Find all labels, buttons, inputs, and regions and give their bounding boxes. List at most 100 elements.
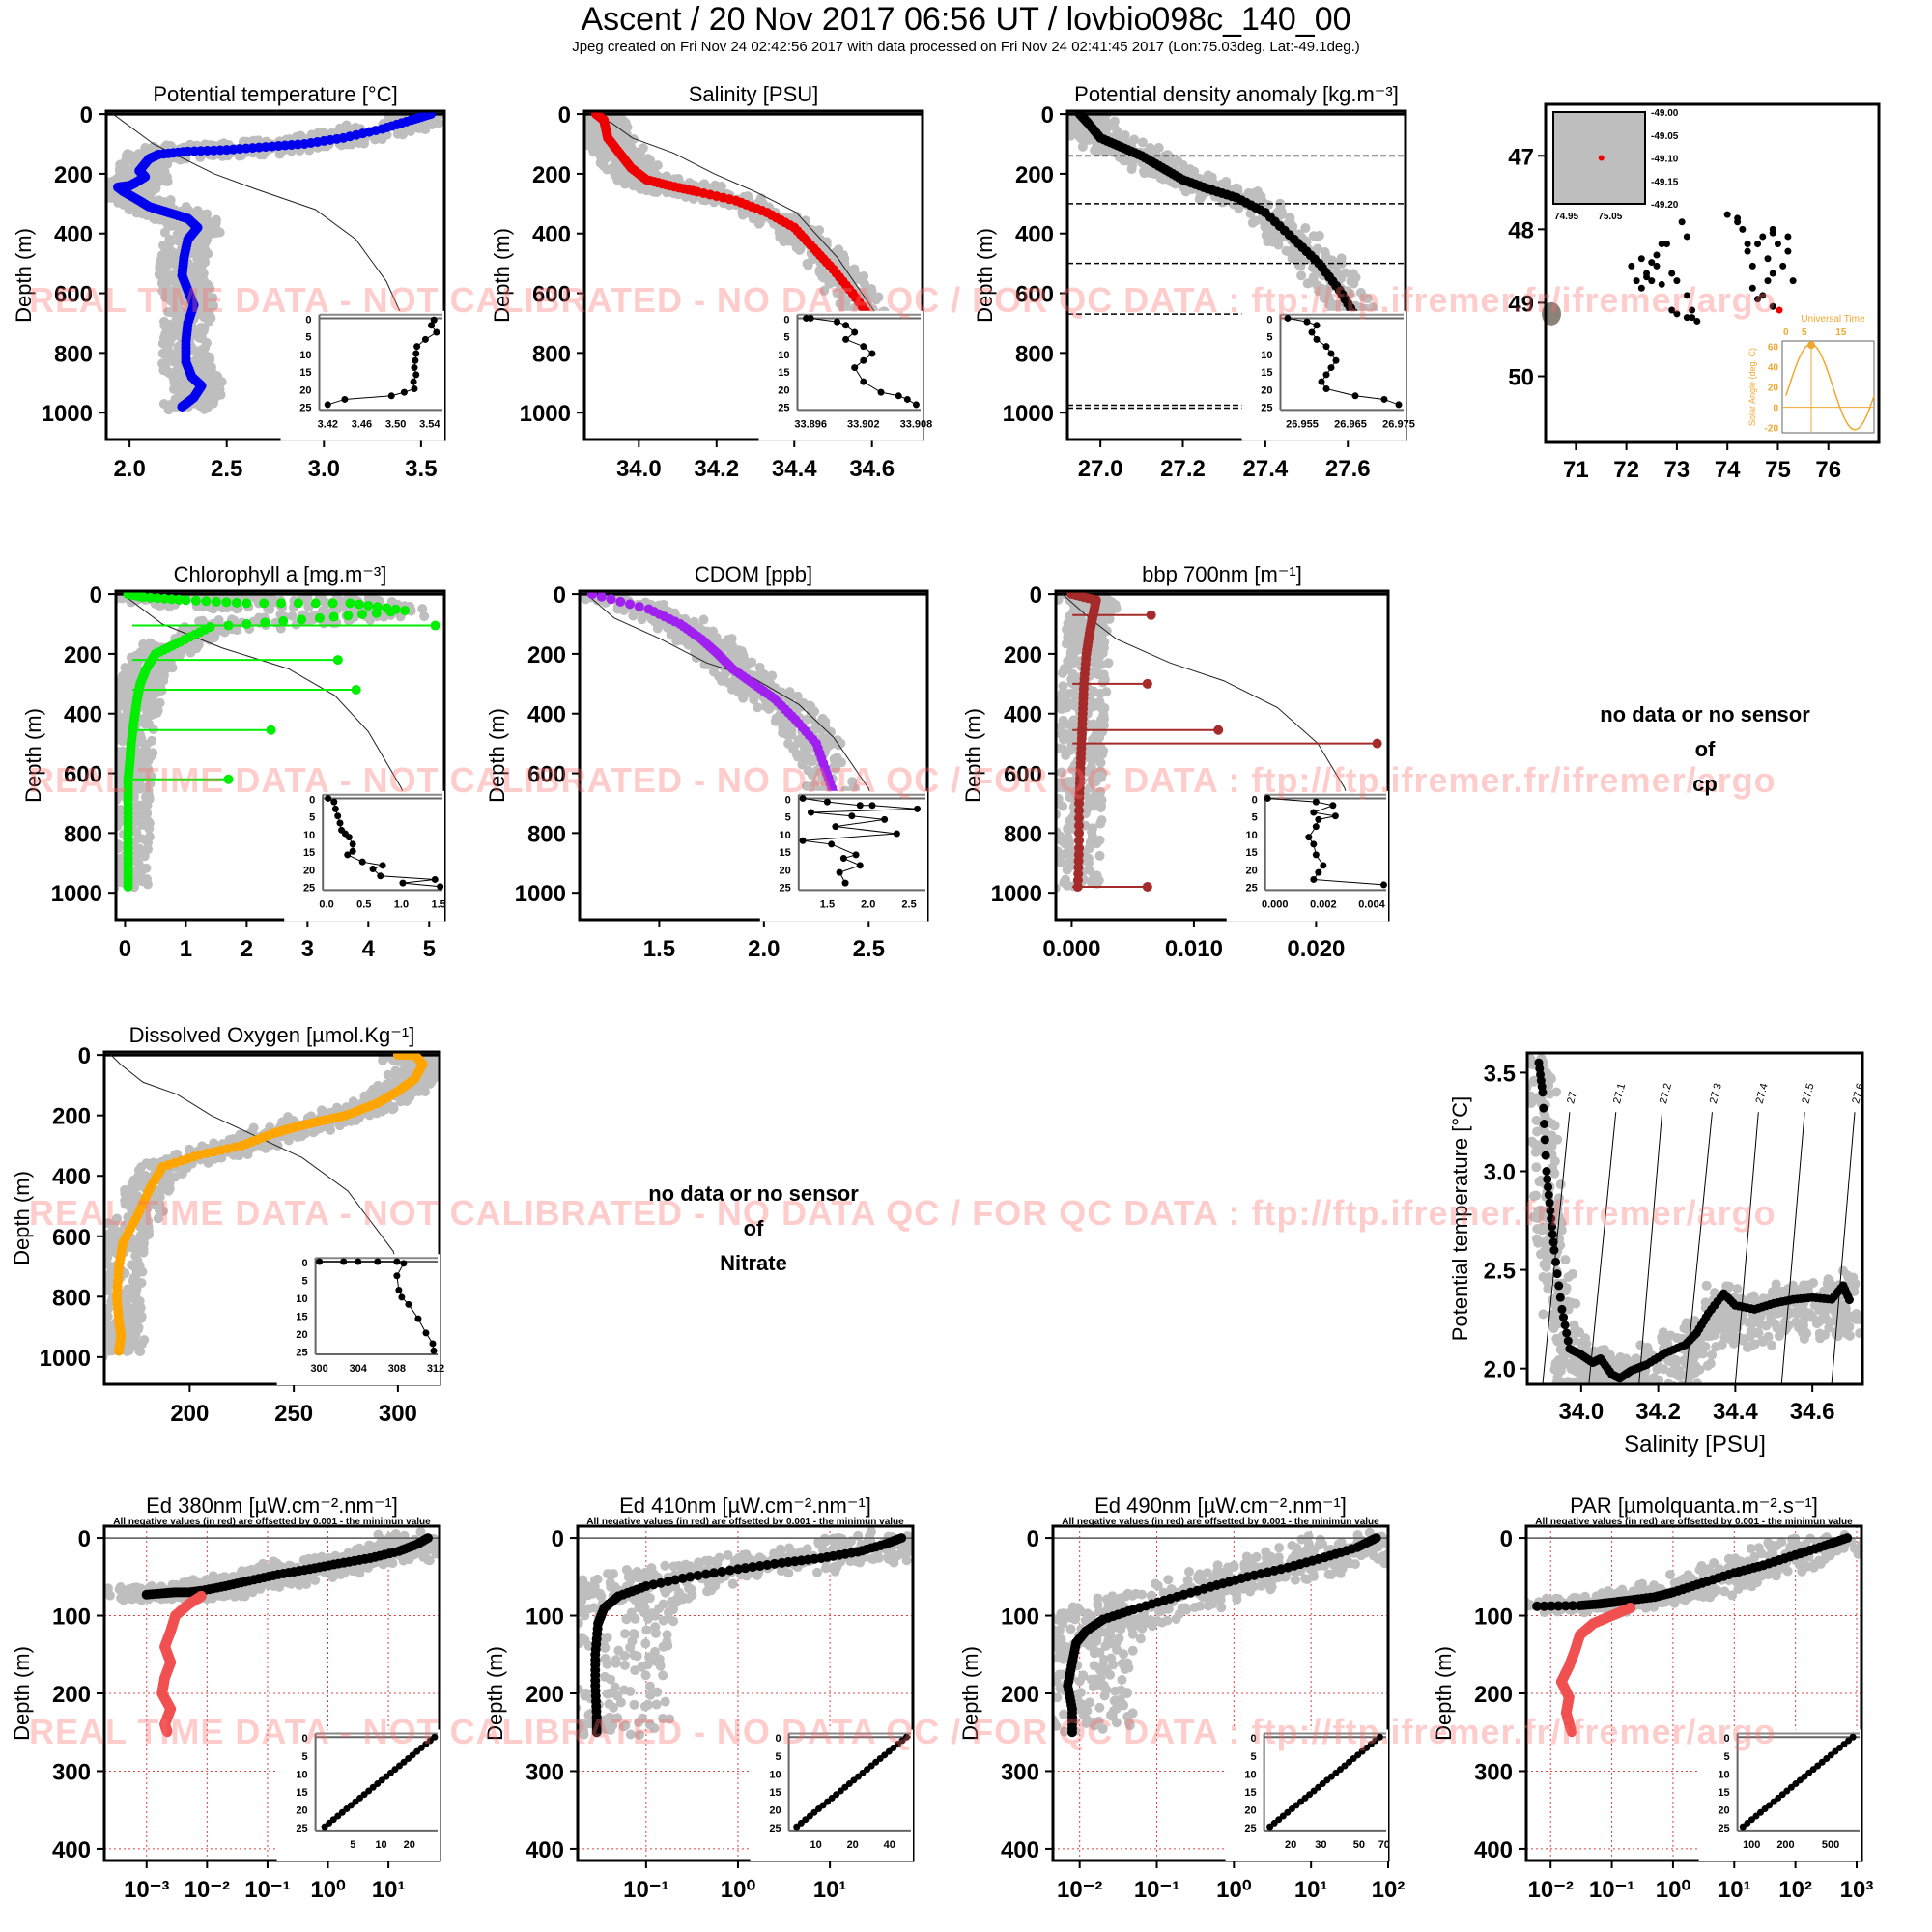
y-tick-label: 1000 xyxy=(520,401,571,427)
background-point xyxy=(194,286,205,297)
data-point xyxy=(177,402,187,412)
background-point xyxy=(742,685,753,696)
solar-x-tick-label: 0 xyxy=(1783,327,1789,338)
page-subtitle: Jpeg created on Fri Nov 24 02:42:56 2017… xyxy=(572,39,1360,55)
inset-point xyxy=(377,872,384,880)
zoom-y-tick-label: -49.20 xyxy=(1651,200,1679,211)
inset-y-tick-label: 20 xyxy=(299,384,311,396)
data-point xyxy=(357,609,367,619)
background-point xyxy=(163,306,174,317)
x-tick-label: 34.6 xyxy=(849,456,895,482)
reference-profile-line xyxy=(590,113,899,378)
data-point xyxy=(145,592,156,603)
float-position-point xyxy=(1662,241,1670,248)
inset-point xyxy=(433,328,440,336)
background-point xyxy=(203,313,213,324)
zoom-x-tick-label: 75.05 xyxy=(1598,212,1622,222)
inset-x-tick-label: 26.955 xyxy=(1286,418,1319,430)
inset-point xyxy=(421,335,429,343)
background-point xyxy=(795,697,806,708)
inset-point xyxy=(1313,335,1321,343)
inset-point xyxy=(1351,392,1359,400)
background-point xyxy=(101,781,111,791)
data-point xyxy=(190,595,201,606)
inset-point xyxy=(877,388,885,396)
inset-point xyxy=(336,819,344,827)
data-point xyxy=(297,614,307,625)
inset-point xyxy=(828,840,836,848)
background-point xyxy=(733,645,744,656)
background-point xyxy=(104,755,114,765)
float-position-point xyxy=(1637,255,1645,263)
background-point xyxy=(136,810,147,820)
data-point xyxy=(231,597,242,608)
background-point xyxy=(801,781,811,791)
background-point xyxy=(1108,121,1119,131)
x-tick-label: 73 xyxy=(1664,457,1690,483)
float-position-point xyxy=(1774,241,1781,248)
background-point xyxy=(118,686,128,696)
float-position-point xyxy=(1769,229,1776,237)
background-point xyxy=(138,185,149,196)
y-tick-label: 49 xyxy=(1508,291,1534,317)
solar-x-title: Universal Time xyxy=(1801,314,1865,325)
inset-point xyxy=(358,858,366,866)
background-point xyxy=(205,283,215,294)
inset-x-tick-label: 26.965 xyxy=(1334,418,1367,430)
plot-title: Potential density anomaly [kg.m⁻³] xyxy=(1074,82,1399,106)
spike-point xyxy=(332,655,343,666)
x-tick-label: 2.5 xyxy=(853,936,885,962)
data-point xyxy=(371,608,382,618)
inset-point xyxy=(369,865,377,872)
inset-y-tick-label: 0 xyxy=(785,794,791,806)
background-point xyxy=(164,256,175,267)
background-point xyxy=(807,705,817,716)
background-point xyxy=(92,187,101,197)
float-position-point xyxy=(1723,211,1731,218)
inset-y-tick-label: 20 xyxy=(780,865,791,876)
reference-profile-line xyxy=(122,593,422,864)
background-point xyxy=(102,767,112,777)
background-point xyxy=(104,876,114,886)
y-tick-label: 1000 xyxy=(42,401,93,427)
background-point xyxy=(164,601,175,611)
background-point xyxy=(166,288,177,298)
background-point xyxy=(819,285,830,296)
inset-point xyxy=(856,862,864,869)
background-point xyxy=(1268,237,1279,247)
spike-point xyxy=(351,685,361,695)
background-point xyxy=(106,770,116,780)
background-point xyxy=(131,827,142,838)
background-point xyxy=(101,835,111,844)
x-tick-label: 5 xyxy=(423,936,436,962)
data-point xyxy=(363,600,374,611)
x-tick-label: 3.5 xyxy=(405,456,437,482)
inset-point xyxy=(1308,328,1316,336)
inset-y-tick-label: 0 xyxy=(783,314,789,326)
x-tick-label: 2.0 xyxy=(748,936,780,962)
float-position-point xyxy=(1653,251,1661,259)
background-point xyxy=(120,663,130,673)
inset-point xyxy=(1313,322,1321,329)
float-position-point xyxy=(1748,262,1756,270)
y-tick-label: 600 xyxy=(1015,282,1054,308)
background-point xyxy=(809,228,819,239)
background-point xyxy=(102,854,112,864)
x-tick-label: 1.5 xyxy=(643,936,675,962)
background-point xyxy=(144,817,155,828)
plot-frame xyxy=(114,589,446,922)
background-point xyxy=(1331,260,1342,270)
x-tick-label: 3 xyxy=(301,936,314,962)
background-point xyxy=(150,176,160,186)
float-position-point xyxy=(1744,247,1751,255)
background-point xyxy=(190,355,201,365)
background-point xyxy=(448,106,458,116)
inset-y-tick-label: 15 xyxy=(778,367,789,379)
background-point xyxy=(413,124,424,134)
inset-point xyxy=(842,322,850,329)
data-point xyxy=(201,596,212,607)
background-point xyxy=(1112,128,1122,139)
y-tick-label: 800 xyxy=(1015,341,1054,367)
